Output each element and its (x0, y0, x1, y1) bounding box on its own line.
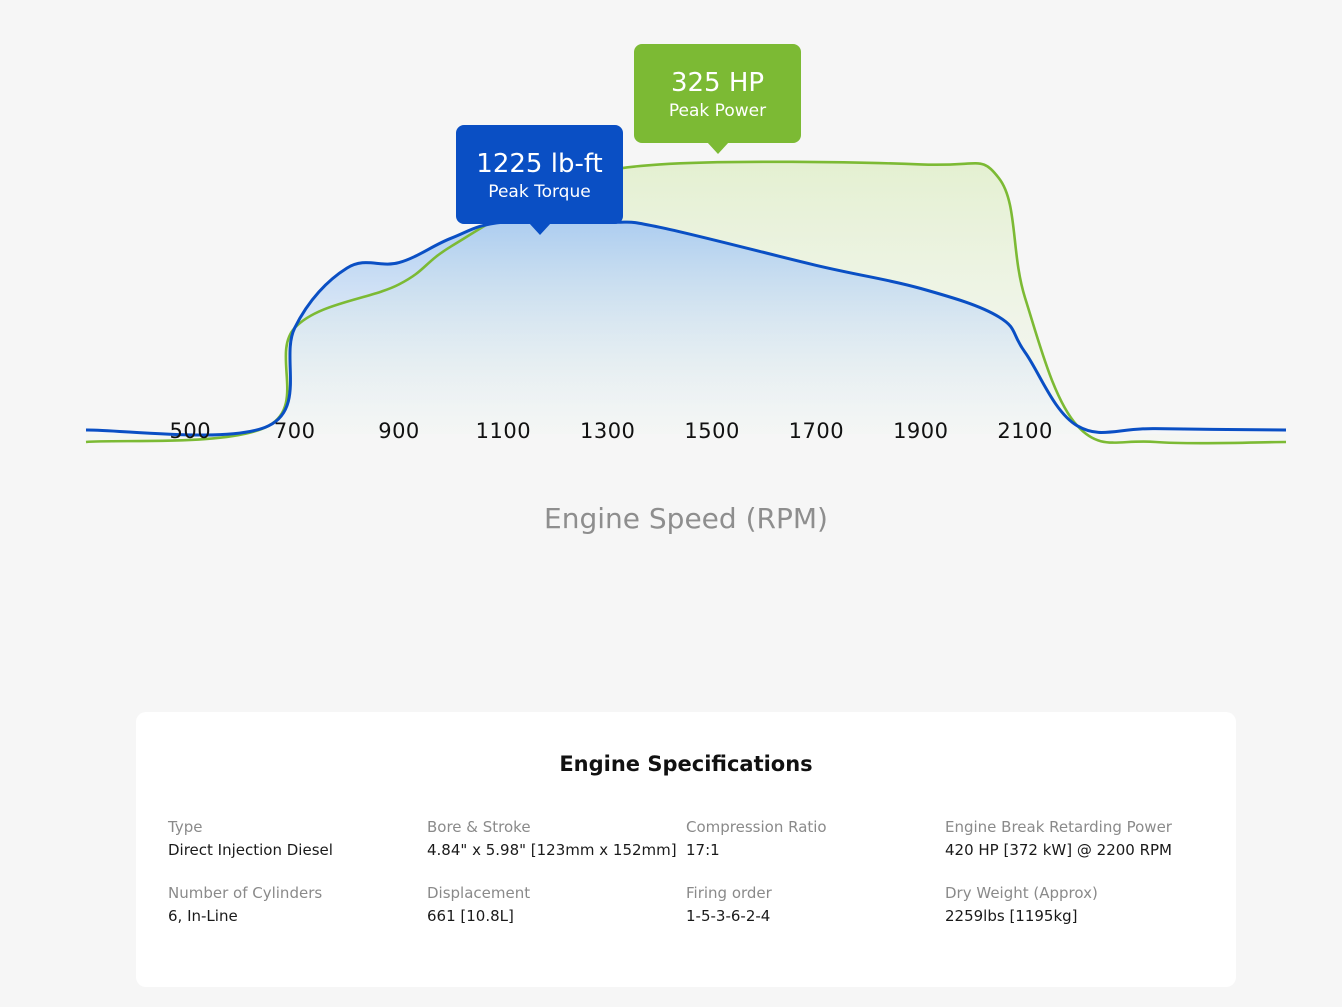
spec-label: Displacement (427, 884, 531, 902)
spec-label: Engine Break Retarding Power (945, 818, 1172, 836)
spec-label: Number of Cylinders (168, 884, 323, 902)
engine-specifications-card: Engine Specifications Type Direct Inject… (136, 712, 1236, 987)
spec-displacement: Displacement 661 [10.8L] (427, 884, 682, 925)
spec-bore-stroke: Bore & Stroke 4.84" x 5.98" [123mm x 152… (427, 818, 682, 859)
spec-compression-ratio: Compression Ratio 17:1 (686, 818, 941, 859)
spec-value: 4.84" x 5.98" [123mm x 152mm] (427, 841, 677, 859)
x-tick-label: 1500 (684, 419, 739, 443)
spec-label: Type (168, 818, 203, 836)
power-curve-line (85, 160, 1287, 445)
spec-retarding-power: Engine Break Retarding Power 420 HP [372… (945, 818, 1200, 859)
spec-value: 2259lbs [1195kg] (945, 907, 1078, 925)
specifications-title: Engine Specifications (559, 752, 813, 776)
spec-label: Firing order (686, 884, 772, 902)
spec-value: 17:1 (686, 841, 720, 859)
spec-label: Dry Weight (Approx) (945, 884, 1098, 902)
x-tick-label: 900 (378, 419, 420, 443)
x-tick-label: 500 (170, 419, 212, 443)
x-tick-label: 1900 (893, 419, 948, 443)
x-tick-label: 1300 (580, 419, 635, 443)
torque-area-fill (86, 220, 1286, 436)
spec-label: Compression Ratio (686, 818, 827, 836)
spec-type: Type Direct Injection Diesel (168, 818, 423, 859)
spec-label: Bore & Stroke (427, 818, 531, 836)
spec-value: Direct Injection Diesel (168, 841, 333, 859)
spec-value: 661 [10.8L] (427, 907, 514, 925)
spec-dry-weight: Dry Weight (Approx) 2259lbs [1195kg] (945, 884, 1200, 925)
spec-value: 420 HP [372 kW] @ 2200 RPM (945, 841, 1172, 859)
peak-torque-value: 1225 lb-ft (476, 149, 603, 179)
x-tick-label: 2100 (997, 419, 1052, 443)
engine-performance-chart: 500 700 900 1100 1300 1500 1700 1900 2100 Engine… (85, 44, 1287, 535)
peak-power-value: 325 HP (670, 68, 765, 98)
spec-value: 1-5-3-6-2-4 (686, 907, 771, 925)
x-tick-label: 1100 (476, 419, 531, 443)
torque-curve-line (85, 219, 1287, 437)
peak-power-callout: 325 HP Peak Power (634, 44, 801, 154)
peak-torque-label: Peak Torque (488, 182, 591, 202)
spec-firing-order: Firing order 1-5-3-6-2-4 (686, 884, 941, 925)
x-axis-title: Engine Speed (RPM) (544, 502, 828, 535)
peak-power-label: Peak Power (668, 101, 767, 121)
spec-cylinders: Number of Cylinders 6, In-Line (168, 884, 423, 925)
x-tick-label: 1700 (789, 419, 844, 443)
x-tick-label: 700 (274, 419, 316, 443)
spec-value: 6, In-Line (168, 907, 238, 925)
peak-torque-callout: 1225 lb-ft Peak Torque (456, 125, 623, 235)
performance-curves-svg: 500 700 900 1100 1300 1500 1700 1900 2100 Engine… (85, 160, 1287, 535)
